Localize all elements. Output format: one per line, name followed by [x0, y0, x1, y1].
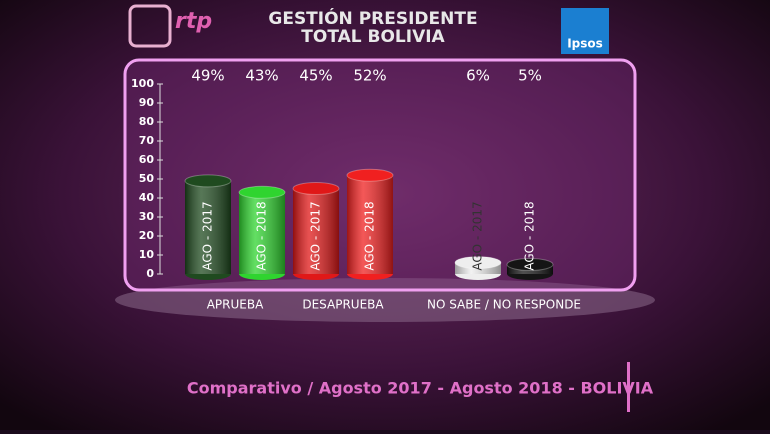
y-tick-label: 70: [139, 134, 155, 147]
value-label: 49%: [191, 67, 224, 85]
y-tick-label: 40: [139, 191, 155, 204]
y-tick-label: 90: [139, 96, 155, 109]
bar-label: AGO - 2017: [471, 201, 485, 270]
bar-shine: [347, 175, 393, 274]
bar-shine: [293, 188, 339, 274]
bar-label: AGO - 2017: [201, 201, 215, 270]
bar-label: AGO - 2018: [255, 201, 269, 270]
bar-label: AGO - 2018: [363, 201, 377, 270]
logo: Ipsos: [567, 37, 603, 51]
bar-label: AGO - 2017: [309, 201, 323, 270]
ipsos-box: [561, 8, 609, 54]
bar-label: AGO - 2018: [523, 201, 537, 270]
rtp-icon: [128, 4, 172, 48]
y-tick-label: 10: [139, 248, 155, 261]
y-tick-label: 20: [139, 229, 155, 242]
logo: rtp: [175, 9, 212, 34]
bar-shine: [239, 192, 285, 274]
y-tick-label: 0: [146, 267, 154, 280]
bar-top: [506, 258, 554, 271]
y-tick-label: 50: [139, 172, 155, 185]
bar-top: [184, 174, 232, 188]
value-label: 6%: [466, 67, 490, 85]
footer: Comparativo / Agosto 2017 - Agosto 2018 …: [187, 379, 654, 398]
bar-top: [346, 168, 394, 182]
chart-subtitle: TOTAL BOLIVIA: [301, 27, 445, 47]
bar-shine: [185, 180, 231, 274]
x-group-label: DESAPRUEBA: [302, 298, 384, 312]
value-label: 5%: [518, 67, 542, 85]
x-group-label: APRUEBA: [207, 298, 264, 312]
bar-top: [292, 182, 340, 195]
y-tick-label: 30: [139, 210, 155, 223]
y-tick-label: 60: [139, 153, 155, 166]
footer-bar: [627, 362, 630, 412]
chart-title: GESTIÓN PRESIDENTE: [268, 7, 477, 29]
x-group-label: NO SABE / NO RESPONDE: [427, 298, 581, 312]
value-label: 43%: [245, 67, 278, 85]
y-tick-label: 80: [139, 115, 155, 128]
y-tick-label: 100: [131, 77, 154, 90]
bar-top: [454, 256, 502, 270]
value-label: 45%: [299, 67, 332, 85]
bar-top: [238, 185, 286, 199]
value-label: 52%: [353, 67, 386, 85]
